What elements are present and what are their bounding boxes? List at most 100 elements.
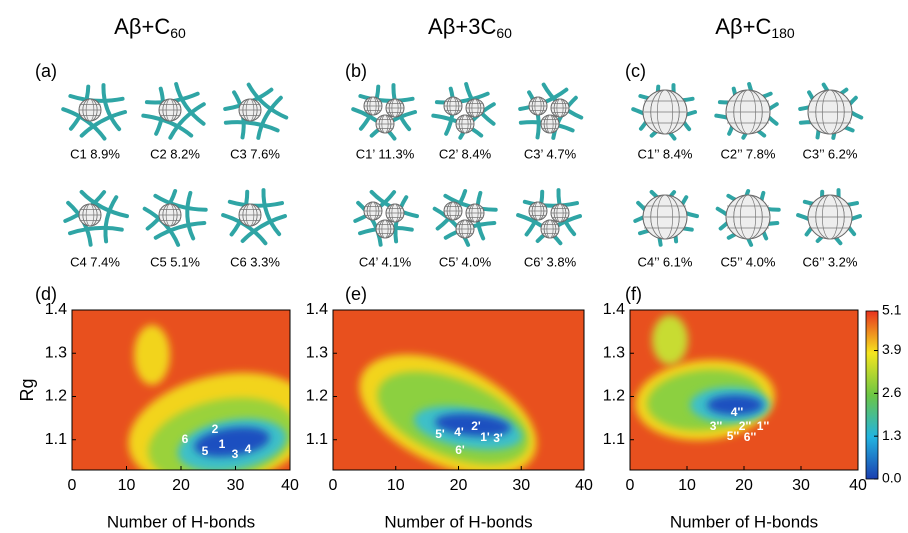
title-subscript: 180: [771, 25, 795, 41]
y-tick-label: 1.2: [45, 388, 67, 405]
ribbon: [70, 96, 122, 101]
colorbar-tick-label: 2.6: [882, 384, 902, 400]
heatmap-region: [134, 325, 170, 385]
cluster-label: 3': [493, 431, 503, 445]
cluster-label: 6'': [744, 430, 757, 444]
cluster-label: 5': [435, 427, 445, 441]
cluster-label: 1'': [757, 419, 770, 433]
title-main: Aβ+C: [114, 14, 170, 39]
structure-image: [718, 191, 779, 245]
x-tick-label: 0: [68, 477, 77, 494]
ribbon: [263, 190, 279, 234]
structure-label: C4’ 4.1%: [359, 254, 412, 269]
structure-label: C6’ 3.8%: [524, 254, 577, 269]
structure-image: [435, 191, 496, 245]
x-tick-label: 10: [678, 477, 696, 494]
panel-label: (a): [35, 61, 57, 81]
ribbon: [70, 228, 122, 233]
x-tick-label: 20: [172, 477, 190, 494]
column-title: Aβ+3C60: [428, 14, 512, 41]
column-title: Aβ+C60: [114, 14, 186, 41]
panel-label: (f): [625, 284, 642, 304]
y-tick-label: 1.2: [306, 388, 328, 405]
structure-image: [143, 84, 203, 138]
title-subscript: 60: [496, 25, 512, 41]
structure-image: [145, 191, 206, 245]
x-tick-label: 10: [387, 477, 405, 494]
structure-label: C2 8.2%: [150, 146, 200, 161]
cluster-label: 5: [202, 444, 209, 458]
ribbon: [187, 193, 193, 238]
structure-label: C3 7.6%: [230, 146, 280, 161]
structure-image: [65, 192, 127, 245]
heatmap: [333, 310, 584, 500]
colorbar-tick-label: 1.3: [882, 427, 902, 443]
x-tick-label: 40: [849, 477, 867, 494]
x-tick-label: 10: [118, 477, 136, 494]
structure-image: [518, 190, 580, 243]
structure-label: C4 7.4%: [70, 254, 120, 269]
x-tick-label: 40: [575, 477, 593, 494]
x-tick-label: 0: [329, 477, 338, 494]
y-tick-label: 1.3: [306, 344, 328, 361]
figure: Aβ+C60(a)C1 8.9%C2 8.2%C3 7.6%C4 7.4%C5 …: [0, 0, 908, 533]
cluster-label: 5'': [727, 429, 740, 443]
y-axis-label: Rg: [17, 378, 37, 401]
heatmap: [630, 310, 858, 470]
heatmap-region: [652, 315, 688, 365]
cluster-label: 4'': [731, 405, 744, 419]
x-tick-label: 30: [512, 477, 530, 494]
colorbar-tick-label: 0.0: [882, 470, 902, 486]
cluster-label: 3'': [710, 419, 723, 433]
y-tick-label: 1.1: [45, 431, 67, 448]
column-title: Aβ+C180: [715, 14, 795, 41]
structure-image: [716, 84, 776, 138]
title-main: Aβ+3C: [428, 14, 496, 39]
x-tick-label: 30: [792, 477, 810, 494]
ribbon: [176, 84, 203, 124]
cluster-label: 1': [480, 430, 490, 444]
structure-image: [800, 85, 861, 138]
structure-image: [223, 190, 285, 243]
y-tick-label: 1.3: [603, 344, 625, 361]
y-tick-label: 1.3: [45, 344, 67, 361]
structure-image: [355, 192, 417, 245]
y-tick-label: 1.4: [306, 301, 328, 318]
y-tick-label: 1.2: [603, 388, 625, 405]
cluster-label: 3: [232, 447, 239, 461]
structure-label: C6 3.3%: [230, 254, 280, 269]
structure-image: [520, 85, 581, 138]
y-tick-label: 1.4: [603, 301, 625, 318]
structure-label: C2’ 8.4%: [439, 146, 492, 161]
colorbar-tick-label: 5.1: [882, 302, 902, 318]
colorbar-tick-label: 3.9: [882, 341, 902, 357]
x-tick-label: 0: [626, 477, 635, 494]
ribbon: [156, 223, 205, 238]
cluster-label: 1: [219, 437, 226, 451]
structure-label: C1 8.9%: [70, 146, 120, 161]
structure-image: [353, 85, 415, 138]
x-tick-label: 20: [735, 477, 753, 494]
structure-image: [635, 192, 697, 245]
colorbar: [866, 311, 878, 479]
cluster-label: 4: [245, 442, 252, 456]
panel-label: (e): [345, 284, 367, 304]
cluster-label: 4': [454, 425, 464, 439]
y-tick-label: 1.1: [306, 431, 328, 448]
x-tick-label: 40: [281, 477, 299, 494]
x-tick-label: 20: [450, 477, 468, 494]
structure-label: C4’’ 6.1%: [638, 254, 693, 269]
structure-image: [225, 85, 286, 138]
ribbon: [103, 85, 119, 129]
title-main: Aβ+C: [715, 14, 771, 39]
ribbon: [226, 122, 278, 130]
cluster-label: 6': [455, 443, 465, 457]
structure-label: C3’ 4.7%: [524, 146, 577, 161]
x-axis-label: Number of H-bonds: [670, 512, 818, 531]
structure-label: C3’’ 6.2%: [803, 146, 858, 161]
x-axis-label: Number of H-bonds: [384, 512, 532, 531]
structure-label: C5 5.1%: [150, 254, 200, 269]
structure-label: C5’ 4.0%: [439, 254, 492, 269]
ribbon: [105, 197, 116, 241]
cluster-label: 2: [212, 422, 219, 436]
